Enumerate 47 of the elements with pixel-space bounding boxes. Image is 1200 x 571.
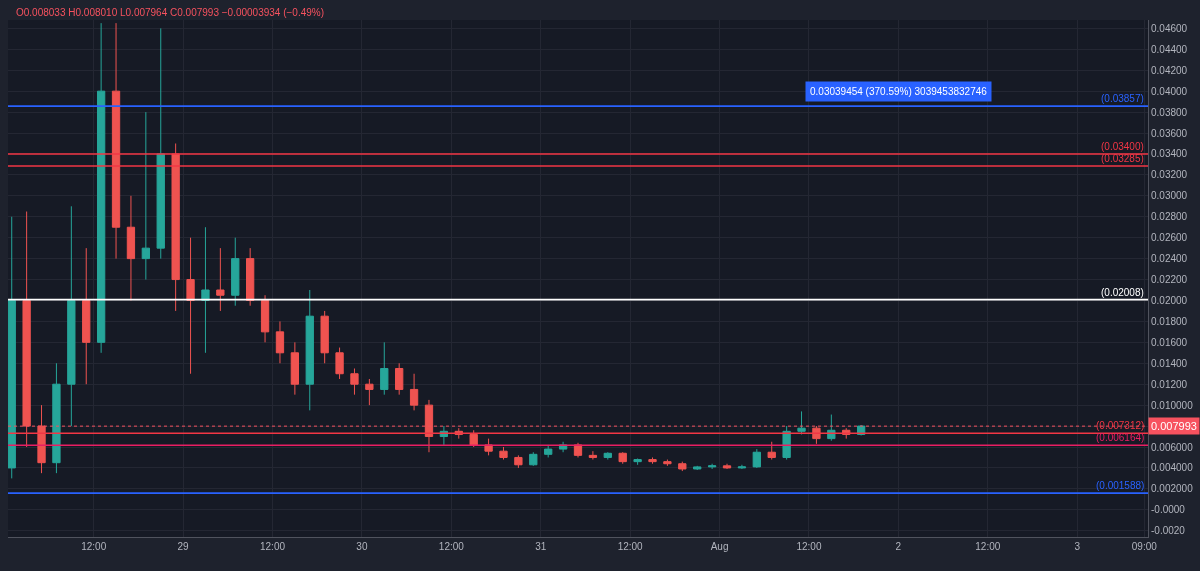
y-tick-label: 0.02200 [1151,274,1188,286]
x-tick-label: 12:00 [81,541,107,552]
y-tick-label: 0.002000 [1151,483,1194,495]
y-tick-label: 0.03600 [1151,127,1188,139]
y-tick-label: 0.03400 [1151,148,1188,160]
ref-line-label: (0.03285) [1101,153,1144,164]
ref-line-label: (0.006164) [1096,432,1145,443]
x-tick-label: 29 [177,541,190,552]
y-tick-label: 0.04200 [1151,64,1188,76]
x-tick-label: 2 [895,541,902,552]
y-tick-label: 0.01400 [1151,357,1188,369]
y-tick-label: 0.03000 [1151,190,1188,202]
x-tick-label: 30 [356,541,368,552]
y-tick-label: 0.02000 [1151,294,1188,306]
y-tick-label: 0.02600 [1151,232,1188,244]
x-tick-label: Aug [710,541,729,552]
x-tick-label: 3 [1074,541,1081,552]
y-tick-label: 0.04400 [1151,43,1188,55]
y-tick-label: 0.010000 [1151,399,1194,411]
y-tick-label: 0.04600 [1151,22,1188,34]
ref-line-label: 0.007993 [1151,420,1197,432]
annotation: 0.03039454 (370.59%) 3039453832746 [810,86,988,97]
x-tick-label: 12:00 [617,541,644,552]
ref-line-label: (0.007312) [1096,420,1145,431]
ref-line-label: (0.001588) [1096,480,1145,491]
y-tick-label: 0.006000 [1151,441,1194,453]
x-tick-label: 12:00 [796,541,822,552]
y-tick-label: -0.0000 [1151,504,1186,516]
y-tick-label: 0.03200 [1151,169,1188,181]
ref-line-label: (0.02008) [1101,287,1144,298]
x-tick-label: 12:00 [259,541,286,552]
y-tick-label: -0.0020 [1151,525,1186,537]
y-tick-label: 0.01800 [1151,315,1188,327]
y-tick-label: 0.02400 [1151,253,1188,265]
ref-line-label: (0.03400) [1101,141,1144,152]
x-tick-label: 12:00 [975,541,1001,552]
x-tick-label: 12:00 [438,541,465,552]
x-tick-label: 31 [535,541,547,552]
y-tick-label: 0.01200 [1151,378,1188,390]
x-tick-label: 09:00 [1131,541,1158,552]
y-tick-label: 0.03800 [1151,106,1188,118]
y-tick-label: 0.004000 [1151,462,1194,474]
y-tick-label: 0.01600 [1151,336,1188,348]
y-tick-label: 0.04000 [1151,85,1188,97]
text: O0.008033 H0.008010 L0.007964 C0.007993 −0.00003934 (−0.49%) [16,7,325,18]
y-tick-label: 0.02800 [1151,211,1188,223]
ref-line-label: (0.03857) [1101,93,1144,104]
